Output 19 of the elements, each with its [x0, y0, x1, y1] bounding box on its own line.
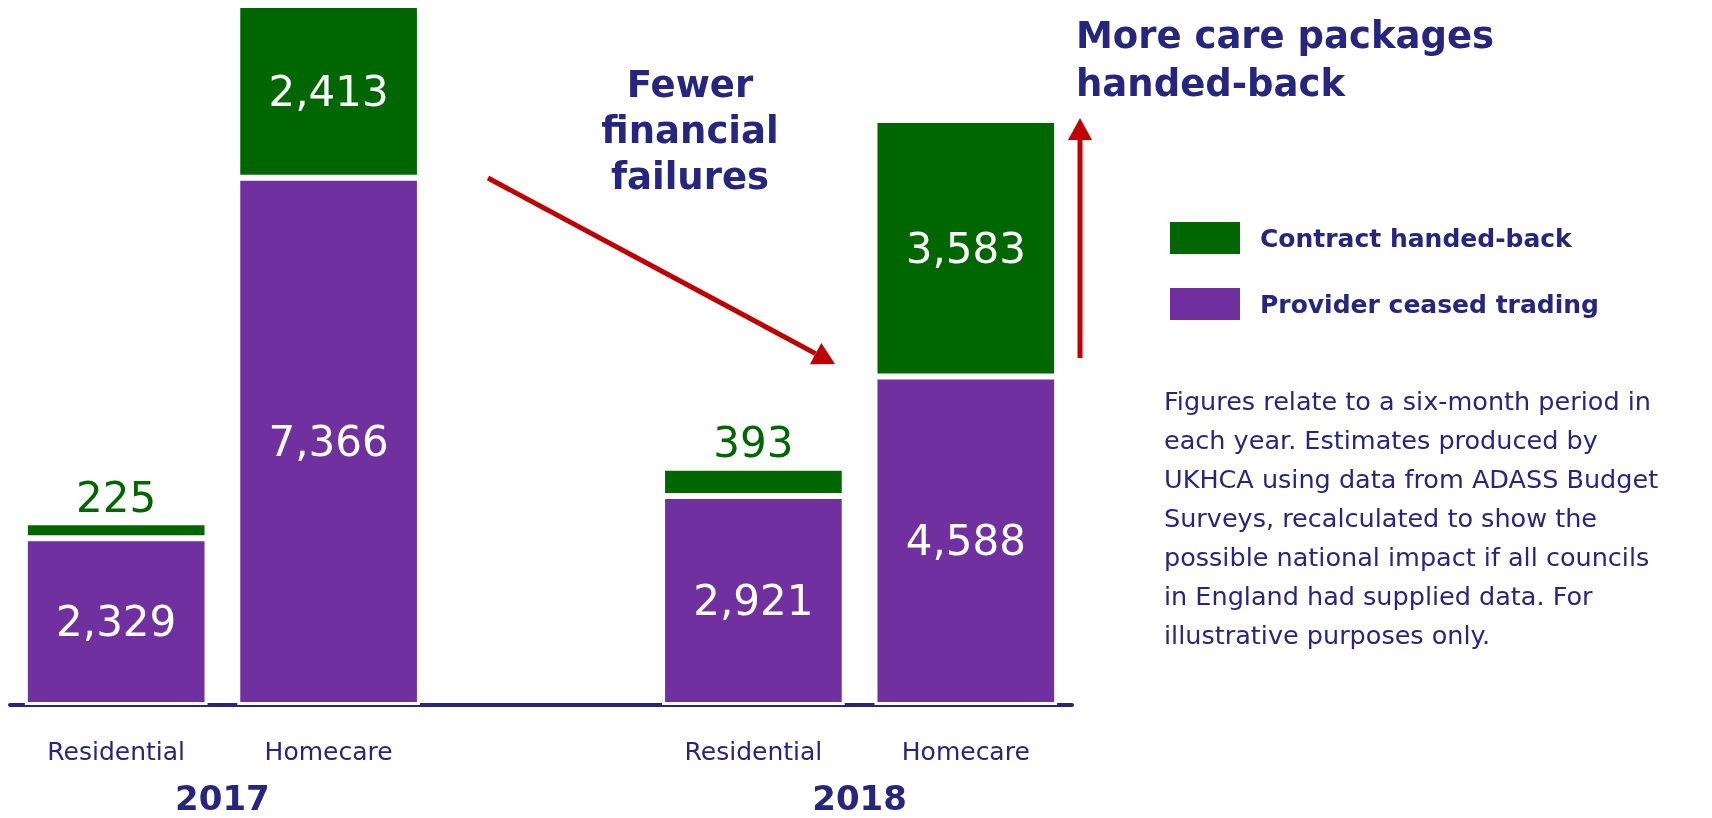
data-label: 393 [713, 418, 794, 468]
data-label: 4,588 [905, 516, 1026, 566]
text: More care packages handed-back [1076, 13, 1496, 107]
annotation: Fewer financial failures [600, 62, 780, 200]
legend-label: Contract handed-back [1260, 223, 1574, 253]
data-label: 7,366 [268, 416, 389, 466]
x-tick-label: Homecare [901, 737, 1030, 766]
text: 2018 [811, 778, 908, 818]
text: 2017 [174, 778, 271, 818]
text: Figures relate to a six-month period in each year. Estimates produced by UKHCA using data from ADASS Budget Surveys, recalculated to show the possible national impact if all councils in England had supplied data. For illustrative purposes only. [1164, 385, 1660, 652]
data-label: 2,921 [693, 575, 814, 625]
x-tick-label: Residential [684, 737, 823, 766]
data-label: 3,583 [905, 223, 1026, 273]
x-tick-label: Residential [47, 737, 186, 766]
data-label: 225 [76, 472, 157, 522]
legend-label: Provider ceased trading [1260, 289, 1599, 319]
x-tick-label: Homecare [264, 737, 393, 766]
data-label: 2,413 [268, 66, 389, 116]
data-label: 2,329 [56, 597, 177, 647]
